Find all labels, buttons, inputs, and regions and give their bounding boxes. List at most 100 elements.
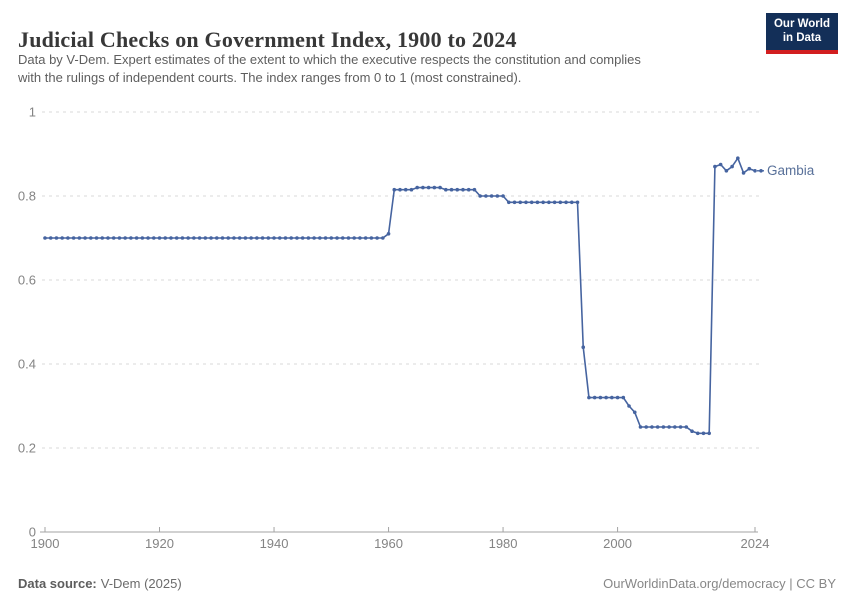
data-point [369, 236, 374, 240]
data-point [621, 395, 626, 400]
data-point [83, 236, 87, 240]
data-point [169, 236, 173, 240]
owid-logo-line1: Our World [773, 18, 830, 30]
series-label-gambia[interactable]: Gambia [767, 163, 815, 178]
owid-logo[interactable]: Our World in Data [765, 13, 838, 54]
data-point [564, 200, 568, 205]
data-point [695, 431, 700, 436]
data-point [381, 236, 385, 240]
data-point [438, 185, 442, 190]
data-point [569, 200, 574, 205]
data-point [186, 236, 190, 240]
data-point [226, 236, 231, 240]
data-point [753, 169, 757, 173]
data-point [541, 200, 545, 205]
subtitle-line-2: with the rulings of independent courts. … [18, 70, 522, 85]
data-point [117, 236, 122, 240]
data-point [661, 425, 666, 429]
data-point [713, 164, 717, 169]
data-point [506, 200, 511, 205]
y-tick-label: 0 [29, 525, 36, 540]
data-point [386, 232, 391, 236]
y-tick-label: 0.2 [18, 441, 36, 456]
data-point [375, 236, 379, 240]
data-point [266, 236, 271, 240]
data-point [329, 236, 334, 240]
data-point [318, 236, 322, 240]
data-point [214, 236, 219, 240]
data-point [106, 236, 110, 240]
data-point [644, 425, 649, 429]
data-point [174, 236, 179, 240]
data-point [518, 200, 523, 205]
data-point [501, 194, 505, 198]
data-point [272, 236, 276, 240]
data-point [461, 187, 465, 192]
data-point [415, 185, 419, 190]
data-point [707, 431, 711, 436]
data-point [524, 200, 528, 205]
data-point [592, 395, 597, 400]
data-point [484, 194, 488, 198]
label-connector-dot [759, 169, 763, 173]
data-point [358, 236, 362, 240]
data-point [724, 169, 729, 173]
data-point [283, 236, 288, 240]
data-point [610, 395, 614, 400]
data-point [129, 236, 133, 240]
data-point [89, 236, 93, 240]
data-point [409, 187, 414, 192]
data-point [558, 200, 563, 205]
y-tick-label: 1 [29, 105, 36, 120]
data-point [66, 236, 70, 240]
data-point [684, 425, 689, 429]
data-point [472, 187, 477, 192]
data-point [94, 236, 99, 240]
data-point [123, 236, 127, 240]
data-source-value: V-Dem (2025) [100, 576, 182, 591]
data-point [180, 236, 185, 240]
data-point [398, 187, 402, 192]
data-point [134, 236, 139, 240]
chart-subtitle: Data by V-Dem. Expert estimates of the e… [18, 51, 748, 87]
gambia-line[interactable] [44, 157, 756, 435]
x-tick-label: 1940 [260, 536, 289, 551]
data-point [547, 200, 551, 205]
data-point [535, 200, 540, 205]
data-point [203, 236, 208, 240]
data-point [312, 236, 316, 240]
x-tick-label: 1900 [31, 536, 60, 551]
data-point [632, 410, 637, 415]
data-point [718, 162, 723, 167]
data-point [455, 187, 460, 192]
data-point [421, 185, 425, 190]
data-point [289, 236, 294, 240]
data-point [140, 236, 145, 240]
data-point [197, 236, 202, 240]
data-point [575, 200, 580, 205]
data-point [598, 395, 603, 400]
data-point [340, 236, 345, 240]
data-point [478, 194, 482, 198]
data-point [690, 429, 694, 434]
data-point [581, 345, 586, 350]
data-point [277, 236, 282, 240]
data-point [449, 187, 454, 192]
data-point [295, 236, 299, 240]
x-tick-label: 1920 [145, 536, 174, 551]
data-point [323, 236, 328, 240]
data-point [77, 236, 82, 240]
data-point [260, 236, 265, 240]
data-point [701, 431, 706, 436]
y-tick-label: 0.6 [18, 273, 36, 288]
y-tick-label: 0.4 [18, 357, 36, 372]
data-point [192, 236, 196, 240]
data-point [220, 236, 225, 240]
data-point [604, 395, 608, 400]
data-point [638, 425, 643, 429]
data-point [232, 236, 236, 240]
data-point [444, 187, 448, 192]
owid-license-link[interactable]: OurWorldinData.org/democracy | CC BY [603, 576, 836, 591]
data-point [237, 236, 242, 240]
